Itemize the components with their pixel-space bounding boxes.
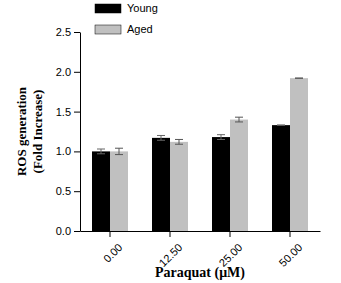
- x-axis-title: Paraquat (μM): [155, 265, 245, 281]
- y-tick-label: 1.0: [56, 145, 71, 157]
- x-tick: 12.50: [157, 231, 185, 269]
- y-tick: 0.0: [56, 225, 80, 237]
- bar: [92, 151, 110, 231]
- bar: [110, 151, 128, 231]
- bar: [230, 120, 248, 231]
- chart: 0.0 0.5 1.0 1.5 2.0 2.5 0.00 12.50 25.00 50.00 Par…: [0, 0, 341, 283]
- y-tick: 2.5: [56, 26, 80, 38]
- legend: Young Aged: [95, 2, 158, 35]
- bar: [170, 142, 188, 231]
- y-axis-title-line: (Fold Increase): [30, 90, 45, 174]
- bars: [92, 78, 308, 231]
- legend-label: Young: [127, 2, 158, 14]
- plot: 0.0 0.5 1.0 1.5 2.0 2.5 0.00 12.50 25.00 50.00: [56, 26, 321, 269]
- bar: [212, 137, 230, 231]
- error-bar: [115, 148, 123, 154]
- error-bar: [97, 149, 105, 154]
- error-bar: [217, 135, 225, 140]
- y-tick: 1.5: [56, 106, 80, 118]
- y-tick-mark: [74, 112, 80, 113]
- bar: [152, 138, 170, 231]
- y-tick-label: 1.5: [56, 106, 71, 118]
- y-axis-title-line: ROS generation: [14, 86, 29, 176]
- x-tick-label: 50.00: [277, 241, 305, 269]
- x-tick-mark: [170, 231, 171, 237]
- x-tick-mark: [290, 231, 291, 237]
- legend-swatch: [95, 4, 121, 13]
- legend-swatch: [95, 25, 121, 34]
- legend-item: Young: [95, 2, 158, 14]
- legend-label: Aged: [127, 23, 153, 35]
- y-tick: 0.5: [56, 185, 80, 197]
- error-bar: [157, 135, 165, 140]
- error-bar: [277, 125, 285, 126]
- x-tick-mark: [110, 231, 111, 237]
- legend-item: Aged: [95, 23, 153, 35]
- y-tick-label: 0.5: [56, 185, 71, 197]
- y-tick-label: 2.0: [56, 66, 71, 78]
- y-axis-title: ROS generation(Fold Increase): [14, 86, 45, 176]
- y-tick-mark: [74, 151, 80, 152]
- y-tick-label: 0.0: [56, 225, 71, 237]
- error-bar: [175, 139, 183, 144]
- x-axis: 0.00 12.50 25.00 50.00: [81, 231, 321, 269]
- x-tick: 0.00: [101, 231, 125, 265]
- y-axis-line: [80, 33, 81, 232]
- y-tick-mark: [74, 32, 80, 33]
- x-tick: 50.00: [277, 231, 305, 269]
- y-tick: 2.0: [56, 66, 80, 78]
- bar: [290, 78, 308, 231]
- y-tick-mark: [74, 72, 80, 73]
- x-axis-line: [81, 231, 321, 232]
- x-tick-mark: [230, 231, 231, 237]
- y-axis: 0.0 0.5 1.0 1.5 2.0 2.5: [56, 26, 81, 237]
- y-tick-mark: [74, 231, 80, 232]
- y-tick: 1.0: [56, 145, 80, 157]
- y-tick-mark: [74, 191, 80, 192]
- y-tick-label: 2.5: [56, 26, 71, 38]
- error-bar: [295, 78, 303, 79]
- x-tick-label: 0.00: [101, 241, 125, 265]
- bar: [272, 125, 290, 231]
- error-bar: [235, 117, 243, 122]
- x-tick: 25.00: [217, 231, 245, 269]
